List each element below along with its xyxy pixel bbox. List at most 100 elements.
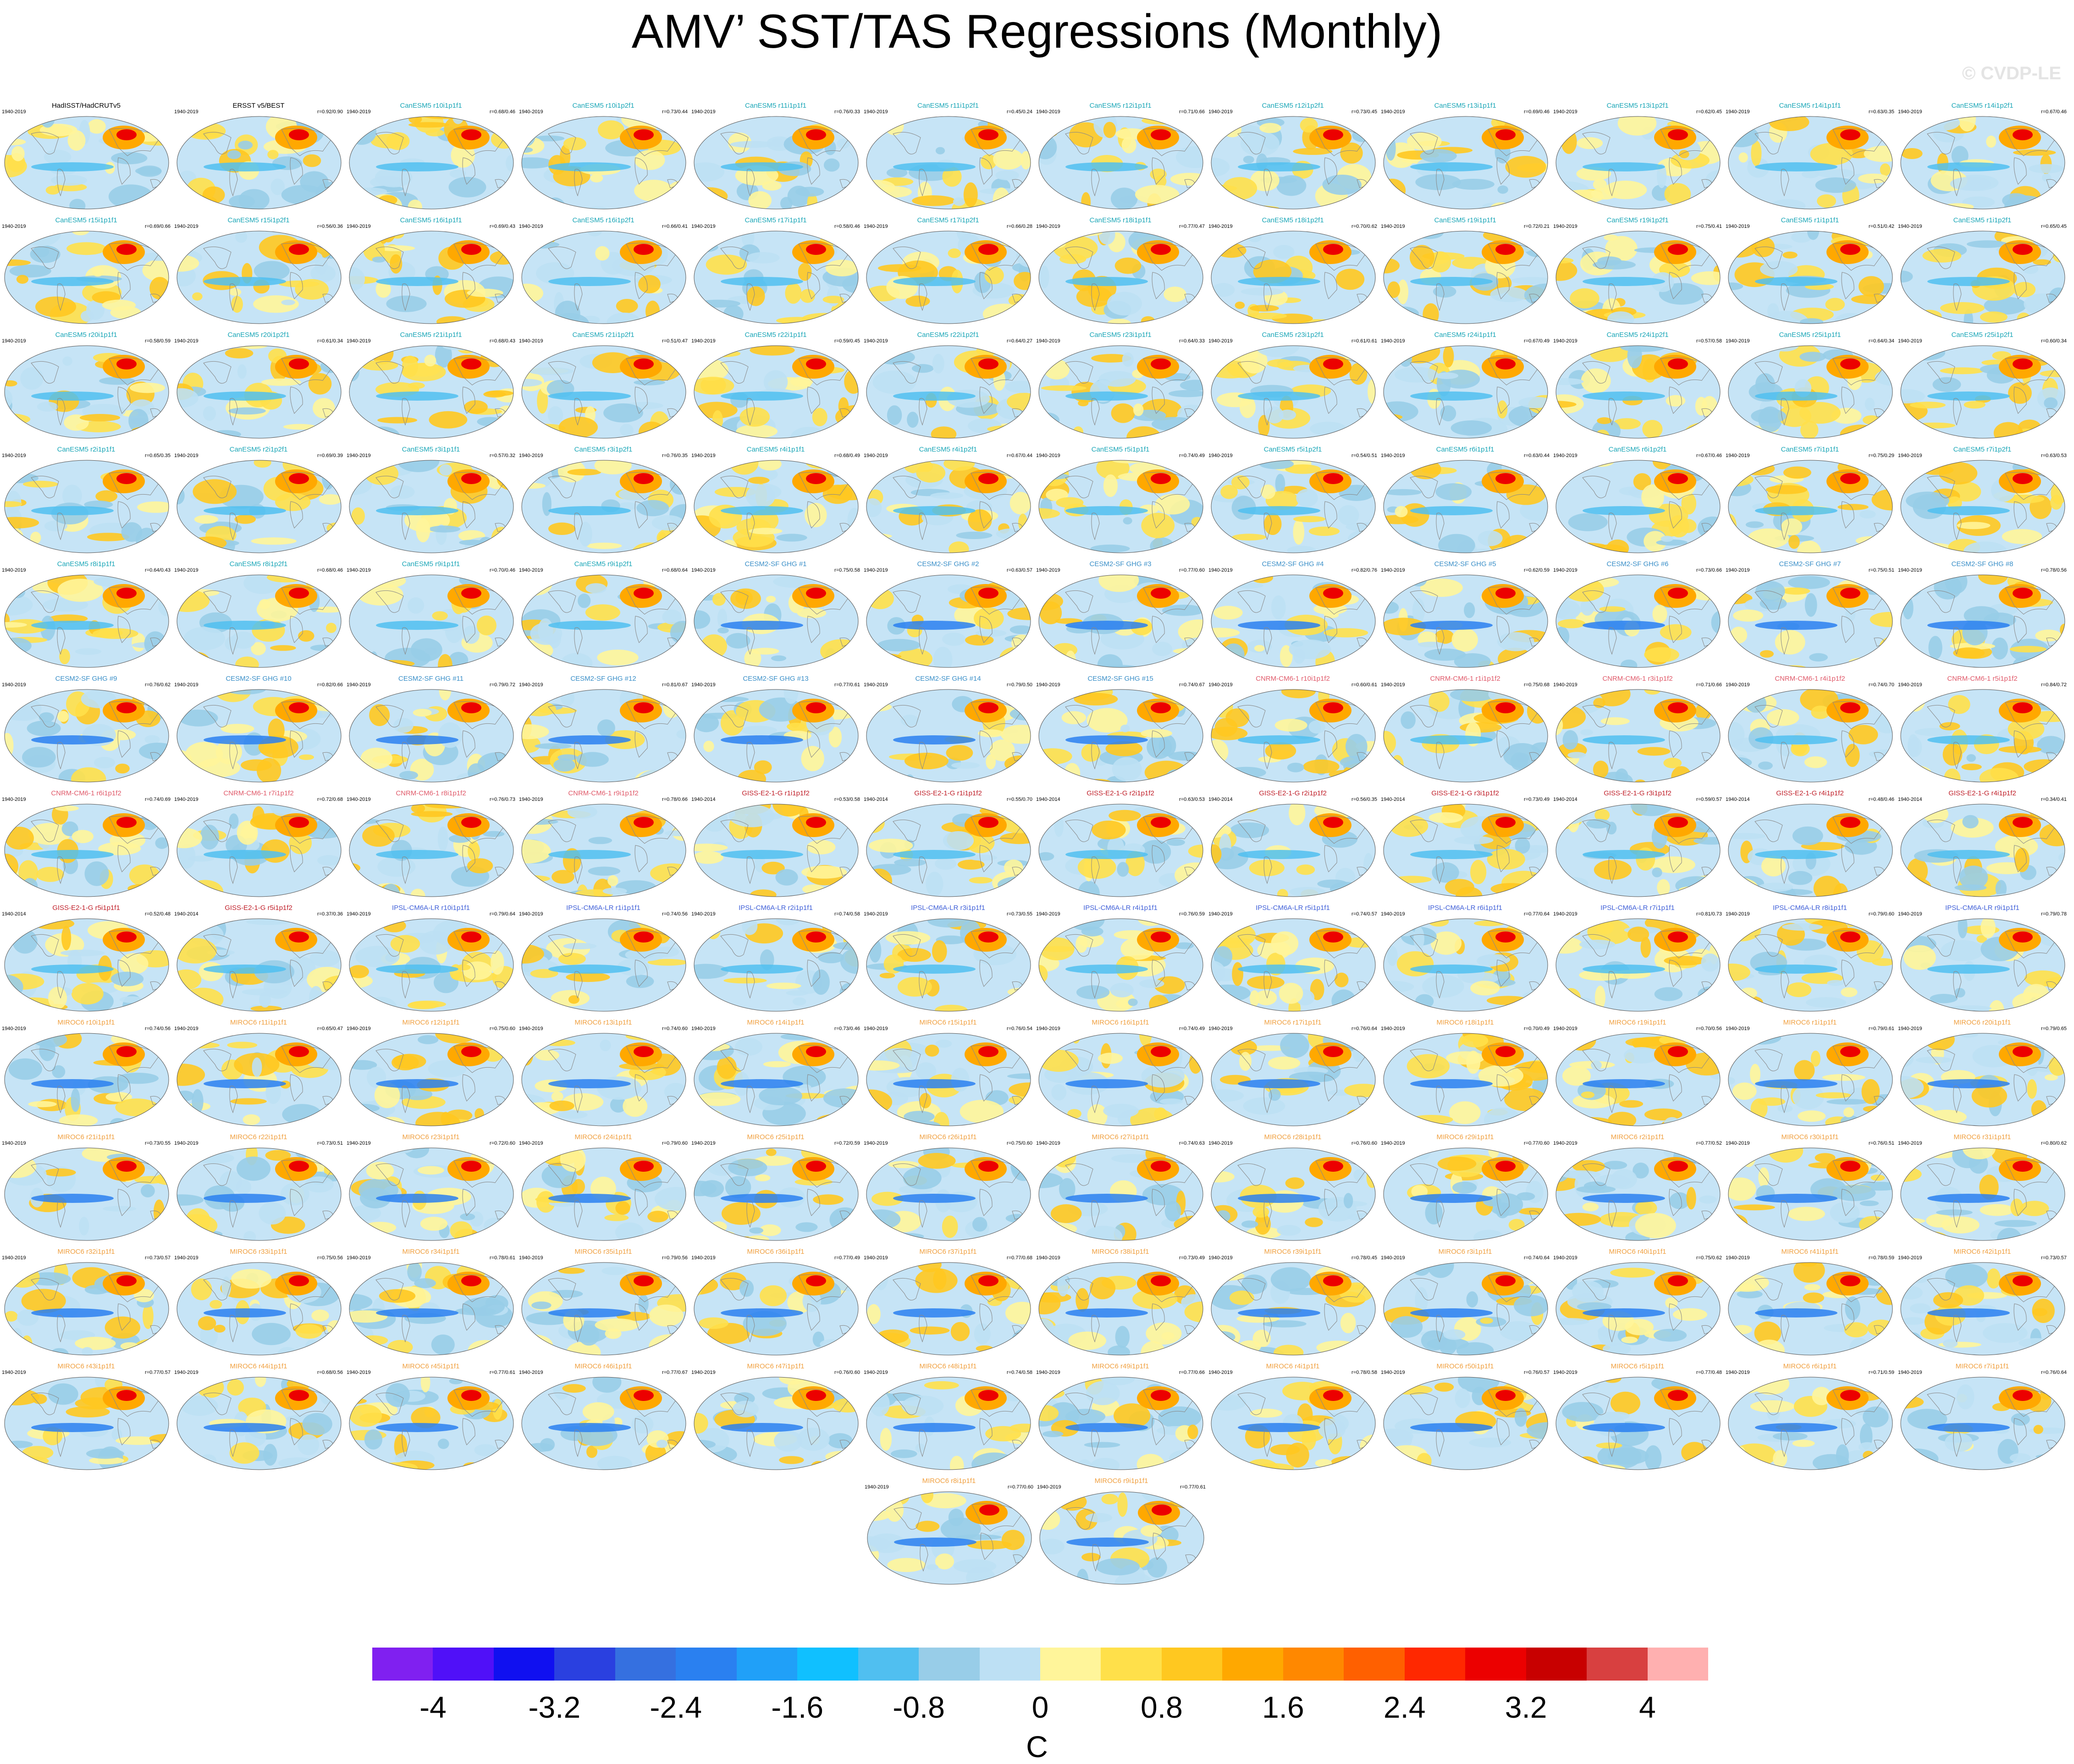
colorbar-swatch — [433, 1648, 494, 1681]
colorbar-swatch — [1222, 1648, 1283, 1681]
colorbar-swatch — [1587, 1648, 1648, 1681]
panel-period: 1940-2019 — [864, 1255, 888, 1261]
panel-period: 1940-2019 — [1726, 453, 1750, 458]
panel-correlation: r=0.73/0.55 — [145, 1141, 171, 1146]
panel-title: MIROC6 r22i1p1f1 — [172, 1133, 345, 1141]
panel-title: CanESM5 r14i1p2f1 — [1896, 102, 2068, 110]
panel-title: MIROC6 r24i1p1f1 — [517, 1133, 689, 1141]
regression-map — [1727, 459, 1893, 554]
regression-map — [1038, 1032, 1204, 1127]
colorbar-tick-label: 0.8 — [1116, 1690, 1208, 1725]
regression-map — [693, 574, 859, 668]
regression-map — [1900, 1032, 2066, 1127]
panel-period: 1940-2019 — [1553, 911, 1578, 917]
regression-map — [1210, 230, 1376, 325]
panel-period: 1940-2019 — [864, 1141, 888, 1146]
panel-correlation: r=0.70/0.56 — [1696, 1026, 1722, 1031]
panel-period: 1940-2019 — [519, 1255, 543, 1261]
colorbar-tick-label: 1.6 — [1237, 1690, 1329, 1725]
regression-map — [1383, 116, 1549, 210]
panel-title: CanESM5 r18i1p2f1 — [1207, 216, 1379, 224]
panel-correlation: r=0.75/0.58 — [834, 568, 860, 573]
panel-correlation: r=0.74/0.63 — [1179, 1141, 1205, 1146]
regression-map — [1383, 1262, 1549, 1356]
regression-map — [1039, 1491, 1205, 1585]
panel-period: 1940-2019 — [1898, 568, 1922, 573]
panel-period: 1940-2019 — [1898, 1255, 1922, 1261]
panel-period: 1940-2014 — [1208, 797, 1233, 802]
panel-title: CNRM-CM6-1 r9i1p1f2 — [517, 789, 689, 797]
regression-map — [1900, 345, 2066, 439]
panel-period: 1940-2019 — [174, 1370, 199, 1375]
panel-correlation: r=0.66/0.41 — [662, 224, 688, 229]
panel-title: MIROC6 r26i1p1f1 — [862, 1133, 1034, 1141]
regression-map — [348, 230, 514, 325]
panel-title: CanESM5 r8i1p2f1 — [172, 560, 345, 568]
regression-map — [1038, 1376, 1204, 1471]
regression-map — [4, 345, 170, 439]
panel-period: 1940-2019 — [2, 1026, 26, 1031]
panel-title: CNRM-CM6-1 r10i1p1f2 — [1207, 675, 1379, 683]
panel-period: 1940-2019 — [1898, 338, 1922, 344]
regression-map — [1555, 1376, 1721, 1471]
panel-title: CESM2-SF GHG #14 — [862, 675, 1034, 683]
panel-correlation: r=0.73/0.57 — [2041, 1255, 2067, 1261]
colorbar-tick-label: -0.8 — [873, 1690, 965, 1725]
regression-map — [1210, 1147, 1376, 1241]
panel-correlation: r=0.69/0.66 — [145, 224, 171, 229]
regression-map — [176, 918, 342, 1012]
regression-map — [1383, 689, 1549, 783]
colorbar-swatch — [1648, 1648, 1709, 1681]
regression-map — [1383, 230, 1549, 325]
panel-period: 1940-2019 — [1037, 1484, 1061, 1490]
panel-title: CESM2-SF GHG #15 — [1034, 675, 1207, 683]
panel-period: 1940-2019 — [174, 224, 199, 229]
panel-correlation: r=0.77/0.49 — [834, 1255, 860, 1261]
panel-period: 1940-2019 — [1036, 453, 1060, 458]
regression-map — [1038, 1147, 1204, 1241]
panel-title: CanESM5 r5i1p2f1 — [1207, 446, 1379, 453]
regression-map — [1555, 1262, 1721, 1356]
regression-map — [1210, 574, 1376, 668]
regression-map — [1210, 803, 1376, 898]
panel-period: 1940-2019 — [1381, 682, 1405, 688]
regression-map — [348, 345, 514, 439]
panel-period: 1940-2019 — [174, 568, 199, 573]
panel-period: 1940-2019 — [1381, 1141, 1405, 1146]
panel-period: 1940-2014 — [1898, 797, 1922, 802]
colorbar-swatch — [494, 1648, 555, 1681]
panel-correlation: r=0.75/0.60 — [490, 1026, 515, 1031]
regression-map — [1727, 116, 1893, 210]
regression-map — [1555, 574, 1721, 668]
panel-period: 1940-2019 — [347, 338, 371, 344]
panel-title: HadISST/HadCRUTv5 — [0, 102, 172, 110]
regression-map — [866, 116, 1031, 210]
panel-period: 1940-2019 — [1726, 1141, 1750, 1146]
regression-map — [1555, 918, 1721, 1012]
panel-period: 1940-2019 — [519, 1370, 543, 1375]
panel-title: CESM2-SF GHG #11 — [345, 675, 517, 683]
panel-correlation: r=0.51/0.42 — [1869, 224, 1894, 229]
panel-title: CanESM5 r17i1p1f1 — [689, 216, 862, 224]
